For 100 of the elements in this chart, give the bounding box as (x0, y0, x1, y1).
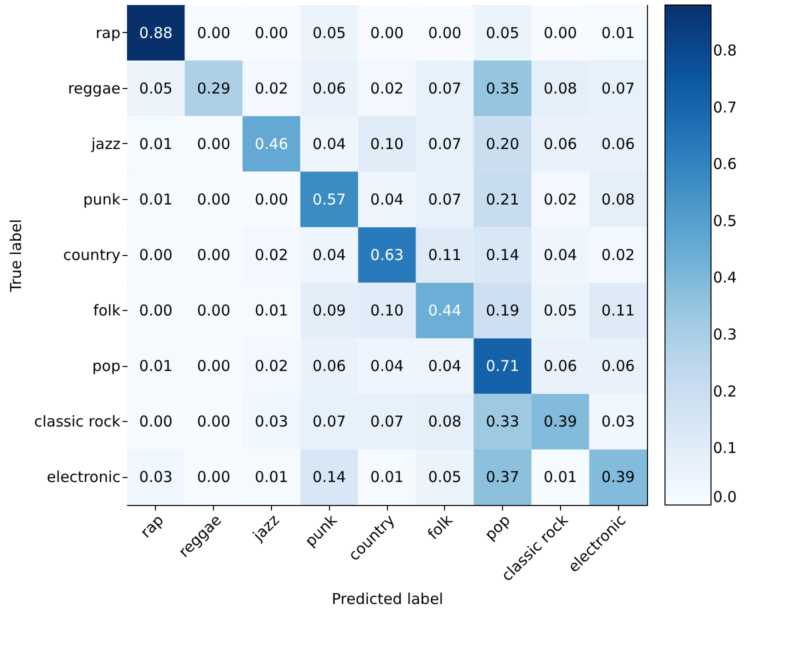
y-tick-label: folk (93, 302, 121, 320)
data-label: 0.02 (601, 246, 635, 264)
data-label: 0.08 (428, 412, 462, 431)
y-tick-label: rap (96, 24, 120, 42)
data-label: 0.05 (428, 468, 462, 486)
data-label: 0.11 (428, 246, 462, 264)
data-label: 0.01 (254, 302, 288, 320)
data-label: 0.06 (312, 79, 346, 98)
x-tick-label: folk (424, 510, 456, 544)
data-label: 0.05 (486, 24, 520, 42)
data-label: 0.00 (196, 246, 230, 264)
data-label: 0.71 (486, 357, 520, 376)
color-bar-label: 0.6 (713, 155, 737, 174)
data-label: 0.35 (486, 79, 520, 98)
y-tick-label: reggae (68, 79, 120, 98)
y-axis-title: True label (7, 219, 26, 293)
color-bar-label: 0.1 (713, 439, 737, 458)
data-label: 0.39 (544, 412, 578, 431)
data-label: 0.08 (544, 79, 578, 98)
data-label: 0.00 (254, 24, 288, 42)
y-tick-label: country (63, 246, 121, 264)
data-label: 0.01 (139, 357, 173, 376)
data-label: 0.08 (601, 190, 635, 208)
data-label: 0.07 (428, 190, 462, 208)
data-label: 0.88 (139, 24, 173, 42)
data-label: 0.02 (254, 79, 288, 98)
data-label: 0.03 (254, 412, 288, 431)
data-label: 0.00 (196, 302, 230, 320)
y-tick-label: electronic (46, 468, 120, 486)
data-label: 0.33 (486, 412, 520, 431)
data-label: 0.01 (370, 468, 404, 486)
data-label: 0.05 (312, 24, 346, 42)
data-label: 0.04 (312, 246, 346, 264)
data-label: 0.00 (196, 357, 230, 376)
data-label: 0.00 (196, 134, 230, 153)
x-tick-label: rap (136, 511, 168, 542)
data-label: 0.07 (428, 134, 462, 153)
y-tick-label: punk (83, 190, 121, 208)
data-label: 0.06 (601, 357, 635, 376)
data-label: 0.11 (601, 302, 635, 320)
data-label: 0.06 (544, 134, 578, 153)
data-label: 0.29 (196, 79, 230, 98)
color-bar-label: 0.4 (713, 268, 737, 287)
y-tick-label: classic rock (34, 412, 121, 431)
color-bar-label: 0.0 (713, 488, 737, 506)
data-label: 0.00 (196, 468, 230, 486)
data-label: 0.10 (370, 302, 404, 320)
data-label: 0.01 (544, 468, 578, 486)
x-tick-label: pop (481, 511, 514, 544)
data-label: 0.00 (196, 190, 230, 208)
data-label: 0.57 (312, 190, 346, 208)
data-label: 0.01 (254, 468, 288, 486)
data-label: 0.07 (370, 412, 404, 431)
color-bar-label: 0.5 (713, 212, 737, 230)
data-label: 0.00 (428, 24, 462, 42)
color-bar-label: 0.8 (713, 41, 737, 60)
data-label: 0.06 (312, 357, 346, 376)
data-label: 0.07 (312, 412, 346, 431)
data-label: 0.07 (601, 79, 635, 98)
data-label: 0.02 (254, 246, 288, 264)
data-label: 0.20 (486, 134, 520, 153)
data-label: 0.01 (601, 24, 635, 42)
data-label: 0.00 (254, 190, 288, 208)
data-label: 0.05 (544, 302, 578, 320)
color-bar-label: 0.7 (713, 98, 737, 116)
data-label: 0.10 (370, 134, 404, 153)
data-label: 0.46 (254, 134, 288, 153)
data-label: 0.37 (486, 468, 520, 486)
data-label: 0.03 (601, 412, 635, 431)
data-label: 0.00 (139, 246, 173, 264)
data-label: 0.04 (370, 357, 404, 376)
data-label: 0.44 (428, 302, 462, 320)
data-label: 0.39 (601, 468, 635, 486)
data-label: 0.19 (486, 302, 520, 320)
data-label: 0.06 (601, 134, 635, 153)
data-label: 0.00 (544, 24, 578, 42)
color-bar-label: 0.2 (713, 382, 737, 400)
data-label: 0.03 (139, 468, 173, 486)
data-label: 0.04 (428, 357, 462, 376)
data-label: 0.02 (544, 190, 578, 208)
x-axis-title: Predicted label (332, 590, 444, 608)
data-label: 0.06 (544, 357, 578, 376)
data-label: 0.02 (370, 79, 404, 98)
data-label: 0.04 (370, 190, 404, 208)
data-label: 0.05 (139, 79, 173, 98)
data-label: 0.21 (486, 190, 520, 208)
data-label: 0.09 (312, 302, 346, 320)
data-label: 0.00 (139, 412, 173, 431)
data-label: 0.07 (428, 79, 462, 98)
data-label: 0.14 (312, 468, 346, 486)
data-label: 0.14 (486, 246, 520, 264)
y-tick-label: jazz (90, 134, 121, 153)
data-label: 0.02 (254, 357, 288, 376)
data-label: 0.00 (139, 302, 173, 320)
data-label: 0.00 (196, 24, 230, 42)
color-bar-label: 0.3 (713, 326, 737, 344)
data-label: 0.01 (139, 190, 173, 208)
y-tick-label: pop (92, 357, 120, 376)
data-label: 0.63 (370, 246, 404, 264)
data-label: 0.04 (312, 134, 346, 153)
